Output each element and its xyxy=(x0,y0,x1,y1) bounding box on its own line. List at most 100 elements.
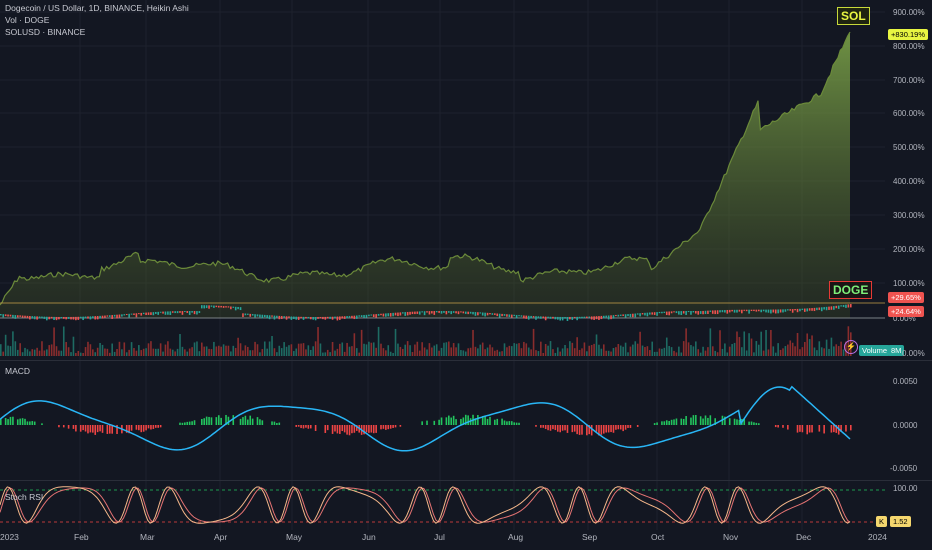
doge-candle xyxy=(343,316,346,319)
macd-histogram-bar xyxy=(581,425,583,435)
volume-bar xyxy=(719,330,721,356)
doge-candle xyxy=(537,316,540,319)
compare-legend[interactable]: SOLUSD · BINANCE xyxy=(5,27,86,37)
doge-candle xyxy=(515,314,518,319)
volume-bar xyxy=(280,348,283,356)
volume-bar xyxy=(549,341,552,356)
volume-bar xyxy=(208,348,210,356)
doge-candle xyxy=(150,312,152,315)
macd-histogram-bar xyxy=(433,420,436,425)
macd-histogram-bar xyxy=(612,425,615,433)
volume-value: 8M xyxy=(888,345,905,356)
doge-candle xyxy=(711,310,714,314)
macd-histogram-bar xyxy=(757,423,760,425)
volume-bar xyxy=(675,352,678,356)
volume-bar xyxy=(588,345,591,356)
volume-bar xyxy=(503,343,506,356)
volume-legend[interactable]: Vol · DOGE xyxy=(5,15,50,25)
doge-candle xyxy=(457,311,460,315)
doge-candle xyxy=(571,316,574,320)
price-axis-label: 800.00% xyxy=(893,42,925,51)
doge-candle xyxy=(755,309,758,312)
doge-candle xyxy=(573,316,576,318)
doge-candle xyxy=(242,313,244,318)
macd-histogram-bar xyxy=(191,421,193,425)
doge-candle xyxy=(469,311,472,314)
pane-separator[interactable] xyxy=(0,360,932,361)
macd-histogram-bar xyxy=(513,422,515,425)
doge-candle xyxy=(716,310,719,315)
doge-candle xyxy=(506,314,508,317)
volume-bar xyxy=(554,352,557,356)
doge-candle xyxy=(561,316,564,321)
doge-candle xyxy=(60,316,63,319)
macd-histogram-bar xyxy=(147,425,150,429)
doge-candle xyxy=(634,313,637,318)
macd-histogram-bar xyxy=(200,418,203,425)
volume-bar xyxy=(794,346,796,356)
macd-axis-top: 0.0050 xyxy=(893,377,918,386)
doge-candle xyxy=(346,316,348,319)
macd-histogram-bar xyxy=(363,425,365,435)
doge-pct-badge-2: +24.64% xyxy=(888,306,924,317)
macd-histogram-bar xyxy=(217,415,220,425)
macd-histogram-bar xyxy=(704,415,707,425)
doge-candle xyxy=(588,316,591,318)
doge-candle xyxy=(774,309,777,314)
macd-histogram-bar xyxy=(96,425,99,433)
macd-histogram-bar xyxy=(145,425,147,431)
volume-bar xyxy=(121,349,123,356)
volume-bar xyxy=(2,351,5,356)
doge-candle xyxy=(16,315,19,318)
doge-candle xyxy=(532,316,535,318)
macd-histogram-bar xyxy=(273,421,276,425)
doge-candle xyxy=(566,316,569,321)
macd-histogram-bar xyxy=(394,425,397,428)
doge-candle xyxy=(653,312,656,315)
macd-histogram-bar xyxy=(605,425,608,433)
volume-bar xyxy=(135,350,138,356)
volume-button[interactable]: Volume xyxy=(859,345,891,356)
doge-candle xyxy=(743,309,746,311)
volume-bar xyxy=(256,344,259,356)
pane-separator[interactable] xyxy=(0,480,932,481)
volume-bar xyxy=(416,341,419,356)
macd-histogram-bar xyxy=(382,425,385,429)
doge-candle xyxy=(29,315,31,320)
doge-candle xyxy=(26,315,29,319)
doge-candle xyxy=(726,309,729,314)
volume-bar xyxy=(188,348,191,356)
doge-candle xyxy=(360,315,363,318)
doge-candle xyxy=(486,312,489,316)
doge-candle xyxy=(336,316,339,321)
doge-candle xyxy=(513,314,515,317)
macd-histogram-bar xyxy=(840,425,842,432)
doge-candle xyxy=(830,306,833,310)
doge-candle xyxy=(423,311,426,316)
doge-candle xyxy=(365,314,368,318)
doge-candle xyxy=(351,315,353,319)
volume-bar xyxy=(75,352,77,356)
volume-bar xyxy=(636,343,639,356)
symbol-title[interactable]: Dogecoin / US Dollar, 1D, BINANCE, Heiki… xyxy=(5,3,189,13)
macd-histogram-bar xyxy=(554,425,557,431)
volume-bar xyxy=(595,334,598,356)
doge-candle xyxy=(409,311,411,315)
volume-bar xyxy=(418,350,421,356)
doge-candle xyxy=(823,307,825,310)
macd-histogram-bar xyxy=(244,415,247,425)
macd-histogram-bar xyxy=(67,425,70,429)
volume-bar xyxy=(774,352,777,356)
volume-bar xyxy=(213,341,215,356)
volume-bar xyxy=(360,329,363,356)
volume-bar xyxy=(389,351,392,356)
doge-candle xyxy=(19,315,21,317)
volume-bar xyxy=(583,342,586,356)
volume-bar xyxy=(411,352,414,356)
doge-candle xyxy=(552,316,554,319)
volume-bar xyxy=(455,347,457,356)
volume-bar xyxy=(50,344,53,356)
lightning-icon[interactable]: ⚡ xyxy=(844,340,858,354)
macd-histogram-bar xyxy=(75,425,77,432)
